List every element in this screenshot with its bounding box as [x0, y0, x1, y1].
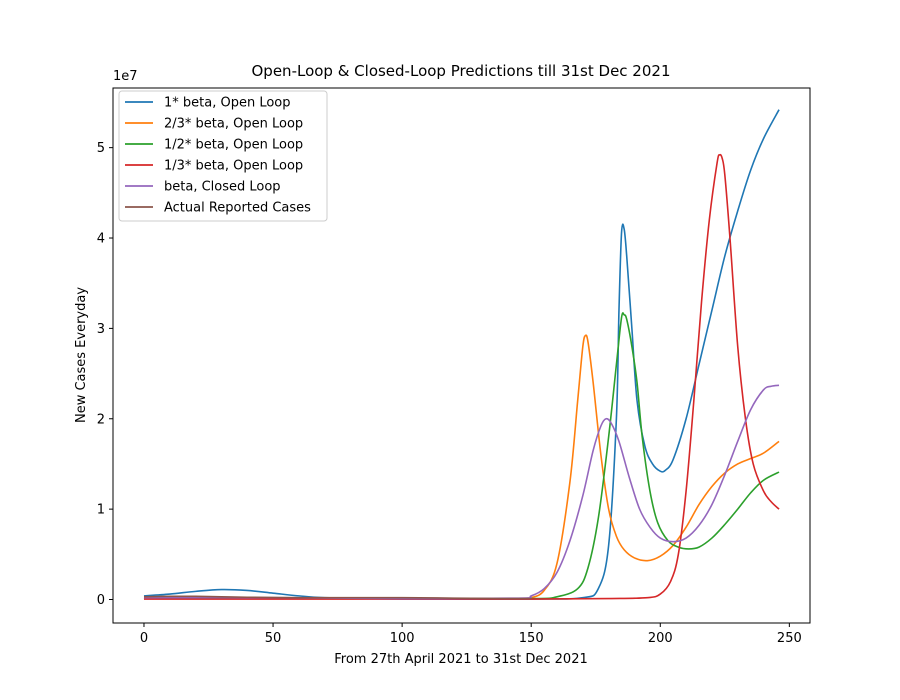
- series-line-2: [143, 312, 780, 600]
- y-offset-label: 1e7: [113, 69, 138, 84]
- y-tick-label: 5: [97, 141, 105, 156]
- y-tick-label: 2: [97, 412, 105, 427]
- x-tick-label: 250: [777, 631, 802, 646]
- series-line-3: [143, 153, 780, 600]
- legend-label: 1/2* beta, Open Loop: [164, 138, 303, 153]
- legend-label: 1/3* beta, Open Loop: [164, 159, 303, 174]
- x-tick-label: 0: [140, 631, 148, 646]
- x-tick-label: 150: [519, 631, 544, 646]
- y-tick-label: 0: [97, 593, 105, 608]
- y-tick-label: 3: [97, 322, 105, 337]
- plot-area: [112, 87, 811, 624]
- y-tick-label: 1: [97, 503, 105, 518]
- legend-label: 2/3* beta, Open Loop: [164, 117, 303, 132]
- legend-label: 1* beta, Open Loop: [164, 96, 291, 111]
- series-line-5: [143, 595, 532, 600]
- x-axis-label: From 27th April 2021 to 31st Dec 2021: [334, 652, 588, 667]
- x-tick-label: 200: [648, 631, 673, 646]
- y-axis-ticks: 0 1 2 3 4 5: [97, 141, 113, 608]
- legend-label: beta, Closed Loop: [164, 180, 281, 195]
- legend-box: [118, 90, 328, 222]
- chart-title: Open-Loop & Closed-Loop Predictions till…: [252, 62, 671, 80]
- series-layer: [143, 109, 780, 601]
- y-axis-label: New Cases Everyday: [74, 287, 89, 423]
- series-line-1: [143, 334, 780, 600]
- series-line-0: [143, 109, 780, 601]
- x-axis-ticks: 0 50 100 150 200 250: [140, 623, 802, 646]
- x-tick-label: 50: [265, 631, 282, 646]
- legend-label: Actual Reported Cases: [164, 201, 311, 216]
- series-line-4: [143, 384, 780, 600]
- legend: 1* beta, Open Loop 2/3* beta, Open Loop 1/…: [118, 90, 328, 222]
- x-tick-label: 100: [390, 631, 415, 646]
- y-tick-label: 4: [97, 232, 105, 247]
